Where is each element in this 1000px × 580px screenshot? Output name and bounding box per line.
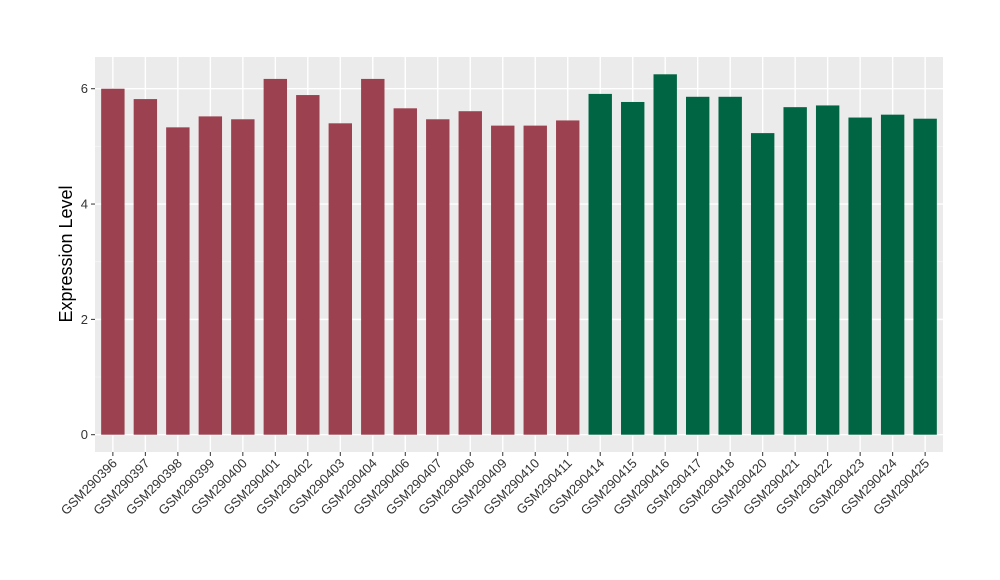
bar-gsm290404 bbox=[361, 78, 385, 435]
bar-gsm290408 bbox=[458, 111, 482, 435]
bar-gsm290409 bbox=[491, 125, 515, 435]
bar-gsm290422 bbox=[815, 105, 840, 435]
bars bbox=[101, 74, 937, 435]
bar-gsm290403 bbox=[328, 123, 352, 435]
bar-gsm290425 bbox=[913, 118, 937, 435]
bar-gsm290396 bbox=[101, 88, 125, 435]
y-tick-label: 2 bbox=[81, 312, 88, 327]
bar-gsm290417 bbox=[686, 96, 710, 435]
bar-gsm290397 bbox=[133, 99, 158, 435]
y-tick-label: 6 bbox=[81, 81, 88, 96]
bar-gsm290416 bbox=[653, 74, 677, 435]
plot-panel bbox=[95, 57, 943, 452]
bar-gsm290420 bbox=[750, 133, 775, 435]
bar-gsm290399 bbox=[198, 116, 223, 435]
y-axis-title: Expression Level bbox=[56, 185, 76, 322]
y-axis: 0 2 4 6 bbox=[81, 81, 95, 442]
bar-gsm290421 bbox=[783, 107, 807, 435]
bar-gsm290418 bbox=[718, 96, 742, 435]
bar-gsm290414 bbox=[588, 93, 612, 435]
bar-gsm290406 bbox=[393, 108, 417, 435]
bar-gsm290398 bbox=[166, 127, 190, 435]
bar-gsm290424 bbox=[880, 114, 905, 435]
y-tick-label: 0 bbox=[81, 427, 88, 442]
bar-gsm290423 bbox=[848, 117, 872, 435]
x-axis: GSM290396GSM290397GSM290398GSM290399GSM2… bbox=[58, 452, 932, 518]
bar-gsm290411 bbox=[556, 120, 580, 435]
bar-gsm290410 bbox=[523, 125, 547, 435]
y-tick-label: 4 bbox=[81, 197, 88, 212]
bar-gsm290400 bbox=[231, 119, 255, 435]
bar-gsm290415 bbox=[621, 101, 645, 435]
bar-gsm290401 bbox=[263, 78, 288, 435]
bar-gsm290407 bbox=[426, 119, 450, 435]
bar-gsm290402 bbox=[296, 95, 320, 435]
